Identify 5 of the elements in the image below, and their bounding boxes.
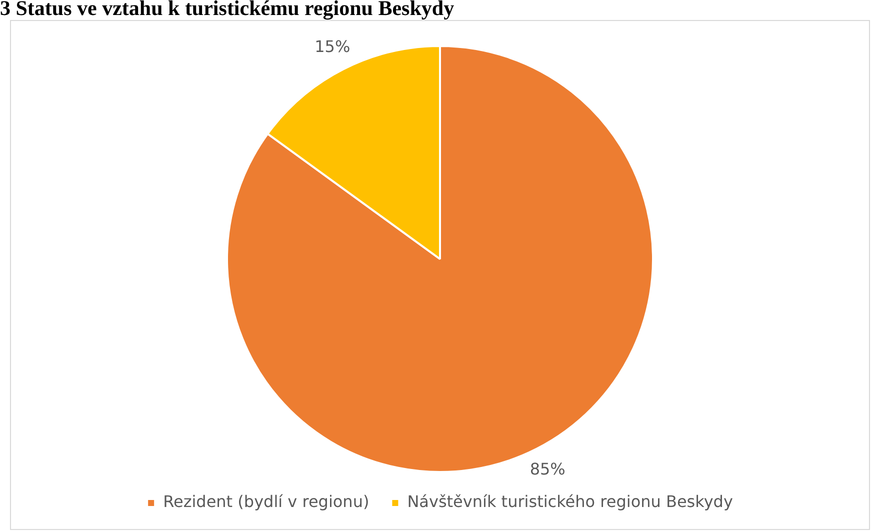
legend-label: Rezident (bydlí v regionu) <box>163 492 370 512</box>
data-label: 85% <box>530 459 566 478</box>
chart-title: 3 Status ve vztahu k turistickému regionu Beskydy <box>0 0 454 21</box>
data-label: 15% <box>314 36 350 56</box>
legend-label: Návštěvník turistického regionu Beskydy <box>407 492 733 512</box>
